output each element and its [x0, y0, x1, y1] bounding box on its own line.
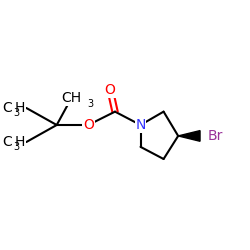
Text: Br: Br [207, 129, 223, 143]
Text: H: H [15, 135, 25, 149]
Text: 3: 3 [14, 142, 20, 152]
Text: 3: 3 [14, 108, 20, 118]
Text: O: O [105, 83, 116, 97]
Text: N: N [135, 118, 146, 132]
Polygon shape [178, 130, 200, 141]
Text: C: C [2, 135, 12, 149]
Text: O: O [83, 118, 94, 132]
Text: 3: 3 [87, 98, 93, 108]
Text: H: H [15, 101, 25, 115]
Text: C: C [2, 101, 12, 115]
Text: CH: CH [61, 91, 81, 105]
